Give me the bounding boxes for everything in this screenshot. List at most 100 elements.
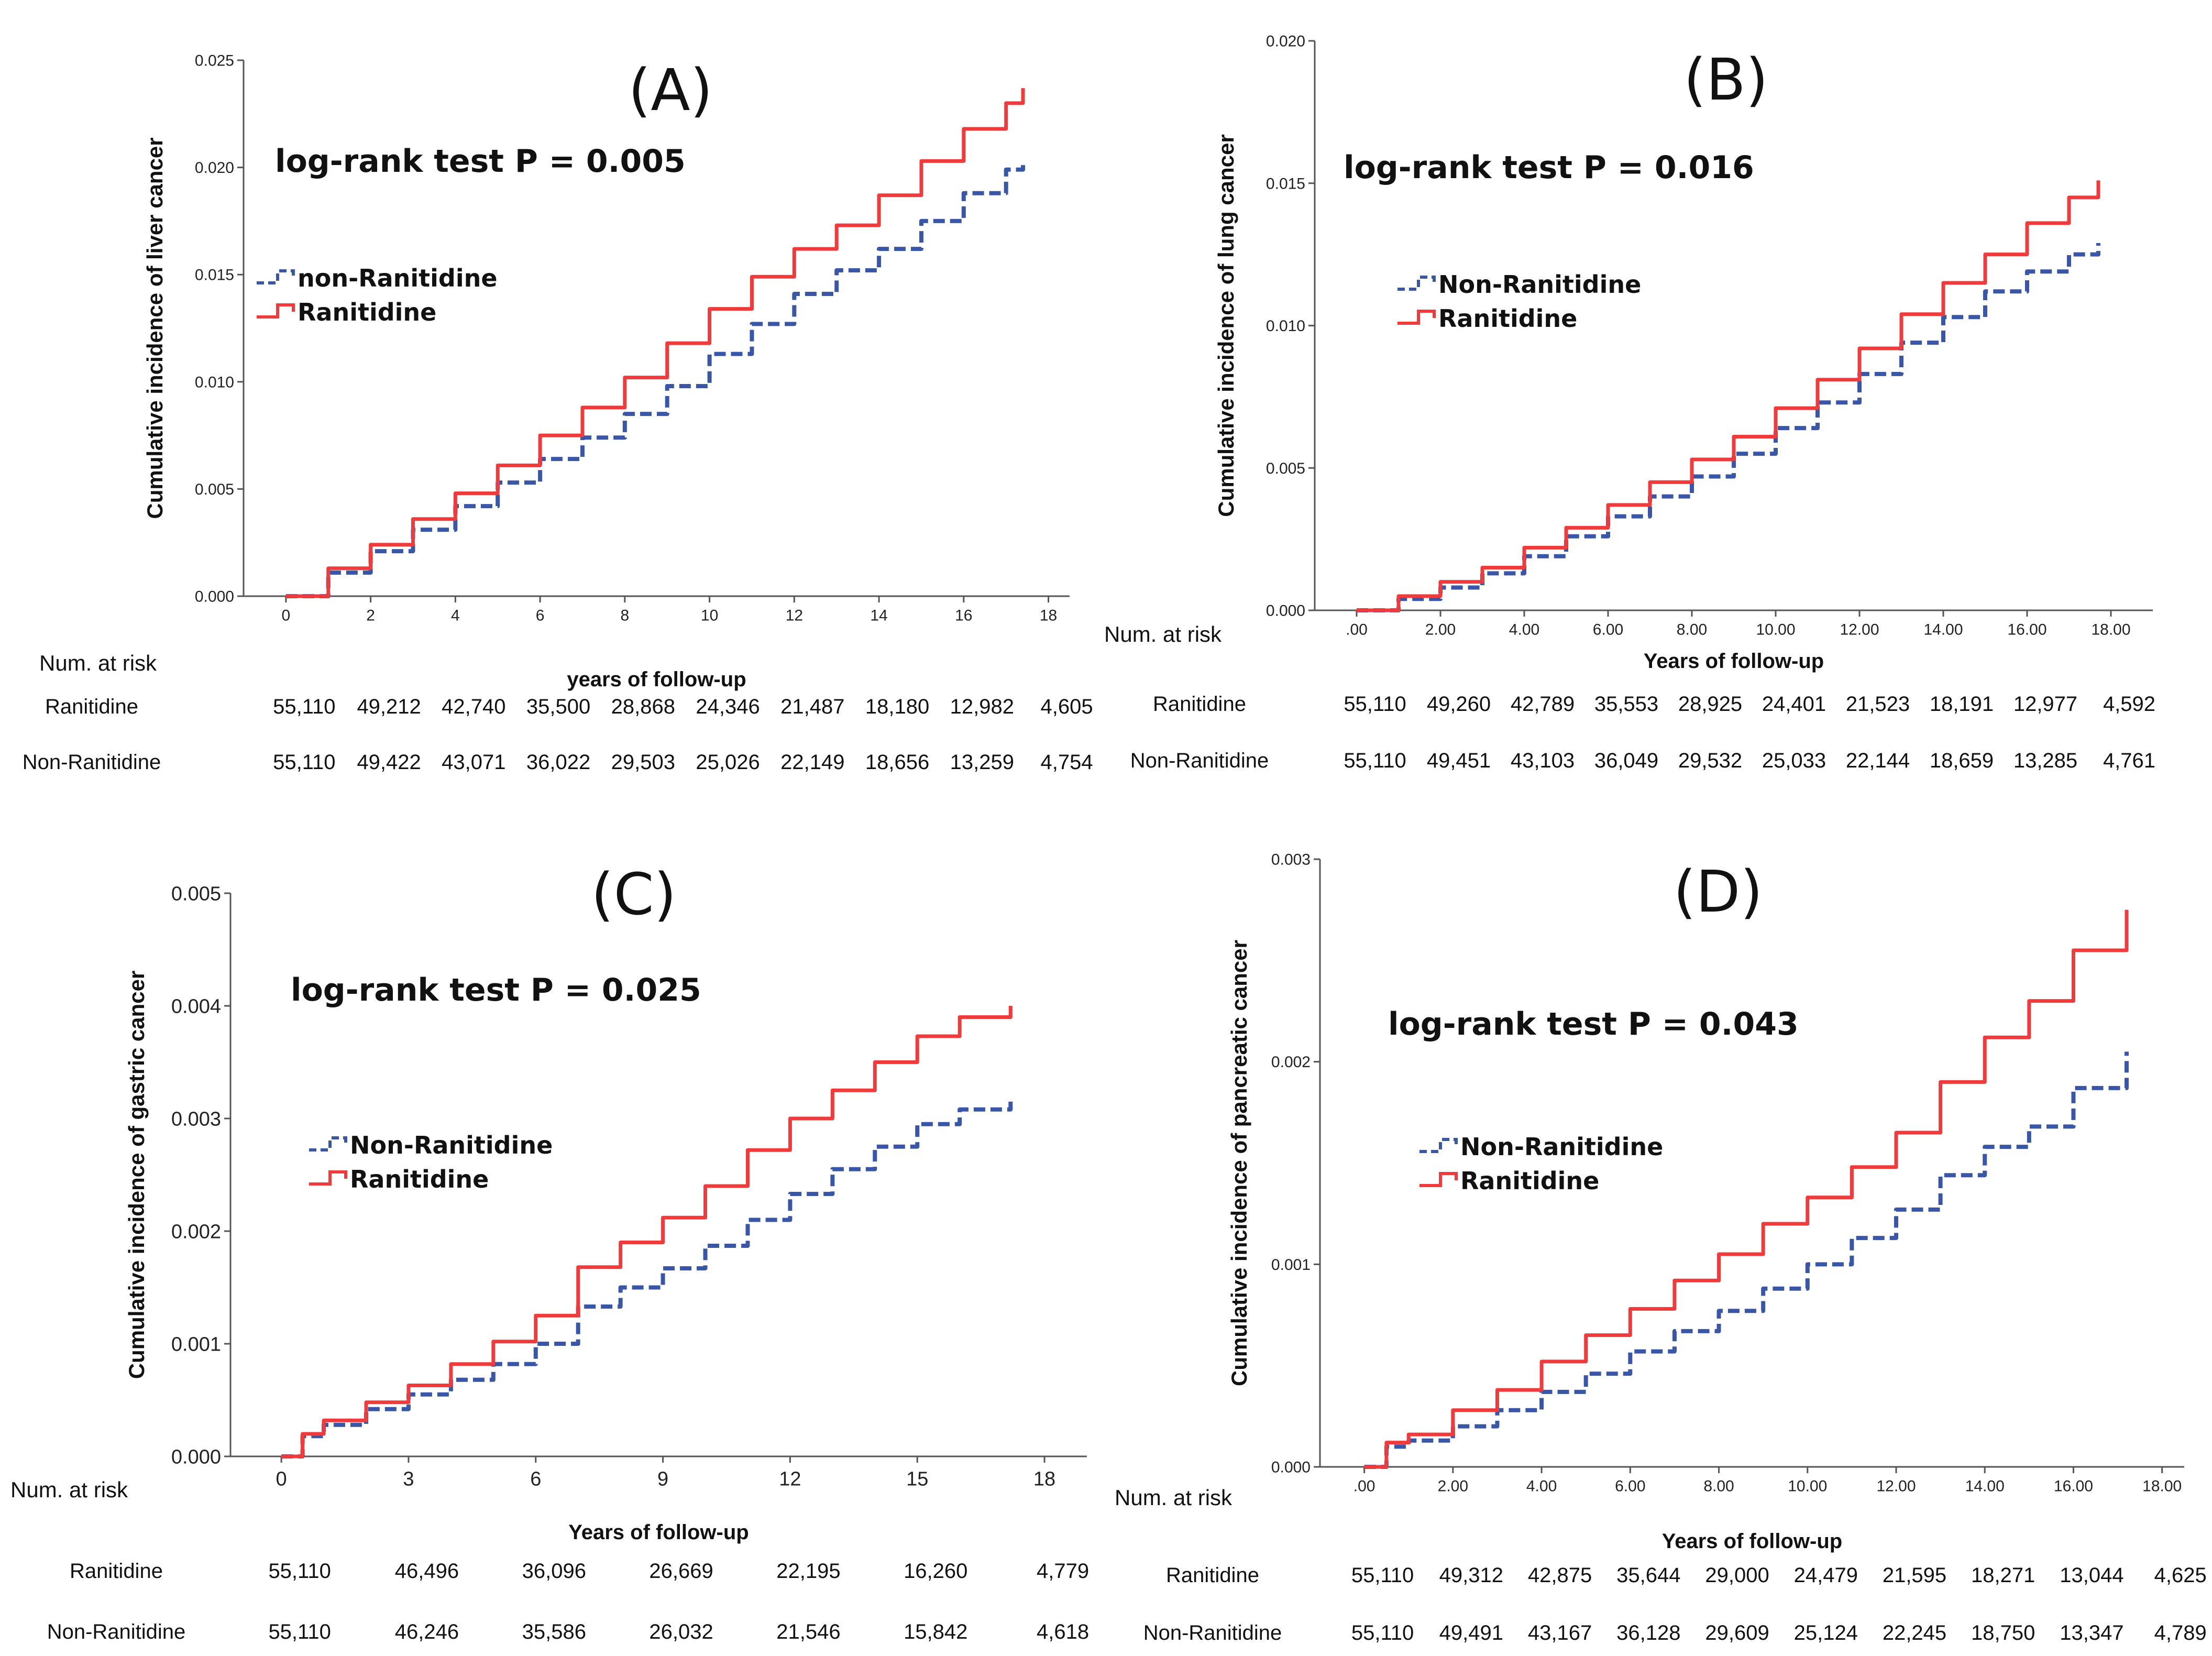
- risk-cell: 29,000: [1705, 1564, 1769, 1587]
- risk-cell: 25,124: [1794, 1621, 1858, 1644]
- risk-cell: 4,605: [1041, 695, 1093, 718]
- x-tick-label: 16.00: [2054, 1478, 2093, 1495]
- legend-label: Ranitidine: [1460, 1167, 1599, 1195]
- risk-cell: 55,110: [1351, 1621, 1414, 1644]
- legend-swatch-non-ranitidine: [257, 269, 295, 284]
- x-tick-label: 16: [955, 607, 972, 624]
- risk-cell: 25,033: [1762, 749, 1826, 772]
- risk-cell: 4,592: [2103, 693, 2155, 716]
- risk-row-label: Ranitidine: [1153, 693, 1246, 716]
- x-tick-label: 18.00: [2091, 621, 2130, 639]
- y-tick-label: 0.000: [195, 588, 234, 606]
- risk-cell: 18,659: [1930, 749, 1994, 772]
- risk-cell: 4,754: [1041, 751, 1093, 774]
- x-tick-label: 10.00: [1788, 1478, 1827, 1495]
- x-tick-label: 10.00: [1756, 621, 1795, 639]
- x-tick-label: 6: [536, 607, 545, 624]
- risk-cell: 13,285: [2013, 749, 2077, 772]
- risk-cell: 42,875: [1528, 1564, 1592, 1587]
- risk-cell: 21,546: [776, 1620, 840, 1643]
- risk-cell: 4,789: [2154, 1621, 2207, 1644]
- y-tick-label: 0.003: [171, 1108, 221, 1130]
- legend-label: Ranitidine: [1438, 304, 1577, 333]
- x-tick-label: 15: [906, 1468, 928, 1490]
- series-line-ranitidine: [1357, 180, 2100, 612]
- risk-cell: 49,451: [1427, 749, 1491, 772]
- x-tick-label: 12: [786, 607, 803, 624]
- risk-cell: 29,532: [1678, 749, 1742, 772]
- y-tick-label: 0.001: [171, 1333, 221, 1355]
- risk-cell: 21,523: [1846, 693, 1910, 716]
- x-tick-label: 18: [1033, 1468, 1055, 1490]
- risk-cell: 46,246: [395, 1620, 459, 1643]
- risk-row-label: Ranitidine: [70, 1560, 163, 1583]
- legend-label: Ranitidine: [350, 1165, 489, 1193]
- risk-cell: 12,982: [950, 695, 1014, 718]
- log-rank-annotation: log-rank test P = 0.016: [1344, 149, 1754, 186]
- risk-table-title: Num. at risk: [1115, 1485, 1232, 1510]
- legend-swatch-non-ranitidine: [1397, 276, 1436, 291]
- x-tick-label: .00: [1353, 1478, 1375, 1495]
- legend: Non-Ranitidine Ranitidine: [1419, 1133, 1663, 1195]
- risk-cell: 42,740: [442, 695, 505, 718]
- risk-cell: 55,110: [273, 695, 335, 718]
- y-tick-label: 0.002: [1271, 1054, 1311, 1071]
- y-axis-label: Cumulative incidence of pancreatic cance…: [1227, 940, 1251, 1386]
- y-tick-label: 0.005: [195, 481, 234, 498]
- risk-cell: 49,422: [357, 751, 421, 774]
- risk-cell: 55,110: [273, 751, 335, 774]
- x-tick-label: 8: [621, 607, 630, 624]
- legend-swatch-ranitidine: [1397, 310, 1436, 325]
- risk-cell: 12,977: [2013, 693, 2077, 716]
- risk-cell: 4,618: [1037, 1620, 1089, 1643]
- y-tick-label: 0.004: [171, 995, 221, 1017]
- y-axis-label: Cumulative incidence of liver cancer: [142, 137, 167, 519]
- risk-cell: 22,195: [776, 1560, 840, 1583]
- risk-table-title: Num. at risk: [10, 1477, 128, 1502]
- risk-cell: 18,656: [865, 751, 929, 774]
- y-axis-label: Cumulative incidence of gastric cancer: [124, 971, 149, 1379]
- legend-swatch-non-ranitidine: [309, 1136, 347, 1151]
- risk-cell: 36,128: [1616, 1621, 1680, 1644]
- risk-cell: 28,868: [611, 695, 675, 718]
- risk-cell: 24,401: [1762, 693, 1826, 716]
- risk-cell: 25,026: [696, 751, 760, 774]
- y-tick-label: 0.025: [195, 52, 234, 70]
- risk-cell: 29,503: [611, 751, 675, 774]
- legend-swatch-ranitidine: [309, 1170, 347, 1186]
- risk-cell: 21,487: [780, 695, 844, 718]
- risk-cell: 21,595: [1883, 1564, 1946, 1587]
- risk-row-label: Ranitidine: [1166, 1564, 1259, 1587]
- x-tick-label: 2: [366, 607, 375, 624]
- x-tick-label: 8.00: [1703, 1478, 1734, 1495]
- risk-cell: 55,110: [268, 1620, 331, 1643]
- x-tick-label: 10: [701, 607, 718, 624]
- x-tick-label: 8.00: [1677, 621, 1707, 639]
- risk-cell: 36,096: [522, 1560, 586, 1583]
- y-tick-label: 0.005: [171, 883, 221, 905]
- risk-row-label: Ranitidine: [45, 695, 138, 718]
- y-axis-label: Cumulative incidence of lung cancer: [1214, 134, 1238, 517]
- y-tick-label: 0.015: [1266, 175, 1305, 192]
- y-tick-label: 0.002: [171, 1221, 221, 1243]
- risk-cell: 18,180: [865, 695, 929, 718]
- risk-cell: 4,761: [2103, 749, 2155, 772]
- risk-cell: 24,346: [696, 695, 760, 718]
- x-tick-label: 0: [282, 607, 291, 624]
- risk-cell: 26,669: [649, 1560, 713, 1583]
- y-tick-label: 0.020: [1266, 33, 1305, 50]
- y-tick-label: 0.001: [1271, 1256, 1311, 1274]
- risk-cell: 24,479: [1794, 1564, 1858, 1587]
- x-axis-label: Years of follow-up: [568, 1521, 749, 1544]
- chart-panel-c: 0.000 0.001 0.002 0.003 0.004 0.005 0 3 6 9 12 15 18…: [10, 861, 1089, 1643]
- risk-cell: 49,260: [1427, 693, 1491, 716]
- legend: non-Ranitidine Ranitidine: [257, 264, 498, 326]
- series-line-non-ranitidine: [281, 1101, 1013, 1458]
- x-tick-label: 2.00: [1438, 1478, 1468, 1495]
- risk-cell: 13,347: [2060, 1621, 2123, 1644]
- risk-row-label: Non-Ranitidine: [1130, 749, 1269, 772]
- series-line-ranitidine: [285, 88, 1025, 598]
- x-tick-label: 9: [657, 1468, 668, 1490]
- x-tick-label: 18: [1040, 607, 1057, 624]
- risk-cell: 43,103: [1511, 749, 1575, 772]
